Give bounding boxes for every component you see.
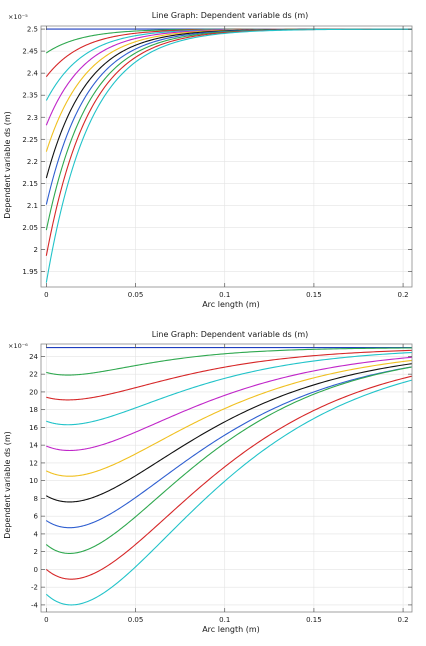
bottom-y-tick-label: 12 xyxy=(29,459,38,467)
bottom-x-tick-label: 0.05 xyxy=(128,616,144,624)
top-x-tick-label: 0 xyxy=(44,291,48,299)
top-x-tick-label: 0.1 xyxy=(219,291,230,299)
bottom-y-tick-label: 2 xyxy=(34,548,38,556)
top-plot-area xyxy=(41,26,412,287)
bottom-y-tick-label: 10 xyxy=(29,477,38,485)
bottom-series-line-9 xyxy=(45,366,412,554)
bottom-x-tick-label: 0.15 xyxy=(306,616,322,624)
bottom-y-tick-label: -4 xyxy=(31,601,39,609)
top-y-tick-label: 2.45 xyxy=(22,48,38,56)
bottom-series-line-4 xyxy=(46,351,412,426)
bottom-x-tick-label: 0 xyxy=(44,616,48,624)
top-y-tick-label: 2.1 xyxy=(27,202,38,210)
bottom-series-line-8 xyxy=(45,366,412,529)
top-x-tick-label: 0.2 xyxy=(398,291,409,299)
bottom-y-tick-label: 14 xyxy=(29,442,38,450)
top-x-tick-label: 0.05 xyxy=(128,291,144,299)
bottom-y-tick-label: 8 xyxy=(34,495,38,503)
bottom-series-line-7 xyxy=(45,363,412,503)
bottom-chart-title: Line Graph: Dependent variable ds (m) xyxy=(152,330,309,339)
bottom-y-tick-label: 4 xyxy=(34,530,39,538)
bottom-plot-area xyxy=(41,344,412,612)
bottom-x-tick-label: 0.2 xyxy=(398,616,409,624)
bottom-plot-frame xyxy=(40,343,413,613)
bottom-y-tick-label: 16 xyxy=(29,424,38,432)
bottom-chart-x-axis-label: Arc length (m) xyxy=(202,625,260,634)
top-y-tick-label: 2 xyxy=(34,246,38,254)
top-plot-frame xyxy=(40,25,413,288)
top-chart-y-axis-label: Dependent variable ds (m) xyxy=(3,111,12,219)
bottom-series-line-3 xyxy=(46,349,412,401)
top-y-tick-label: 2.05 xyxy=(22,224,38,232)
bottom-x-tick-label: 0.1 xyxy=(219,616,230,624)
bottom-y-tick-label: 6 xyxy=(34,513,39,521)
bottom-y-tick-label: -2 xyxy=(31,584,38,592)
top-y-tick-label: 1.95 xyxy=(22,268,38,276)
top-y-tick-label: 2.4 xyxy=(27,70,39,78)
bottom-series-line-10 xyxy=(45,375,412,580)
bottom-y-tick-label: 18 xyxy=(29,406,38,414)
bottom-series-line-5 xyxy=(45,356,412,452)
top-y-tick-label: 2.5 xyxy=(27,26,38,34)
top-y-tick-label: 2.3 xyxy=(27,114,38,122)
bottom-series-line-11 xyxy=(45,379,412,606)
top-y-tick-label: 2.15 xyxy=(22,180,38,188)
bottom-y-tick-label: 20 xyxy=(29,388,38,396)
bottom-chart-y-exponent: ×10⁻⁶ xyxy=(8,342,28,350)
top-chart-title: Line Graph: Dependent variable ds (m) xyxy=(152,11,309,20)
bottom-chart-y-axis-label: Dependent variable ds (m) xyxy=(3,431,12,539)
bottom-series-line-6 xyxy=(45,359,412,477)
bottom-y-tick-label: 0 xyxy=(34,566,38,574)
bottom-y-tick-label: 24 xyxy=(29,353,38,361)
bottom-series-line-2 xyxy=(46,347,412,376)
bottom-y-tick-label: 22 xyxy=(29,371,38,379)
top-y-tick-label: 2.35 xyxy=(22,92,38,100)
top-chart: Line Graph: Dependent variable ds (m) ×1… xyxy=(3,11,413,309)
bottom-chart: Line Graph: Dependent variable ds (m) ×1… xyxy=(3,330,413,634)
top-y-tick-label: 2.25 xyxy=(22,136,38,144)
top-series-line-11 xyxy=(45,28,412,283)
top-chart-x-axis-label: Arc length (m) xyxy=(202,300,260,309)
top-y-tick-label: 2.2 xyxy=(27,158,38,166)
top-x-tick-label: 0.15 xyxy=(306,291,322,299)
top-chart-y-exponent: ×10⁻⁵ xyxy=(8,13,28,21)
